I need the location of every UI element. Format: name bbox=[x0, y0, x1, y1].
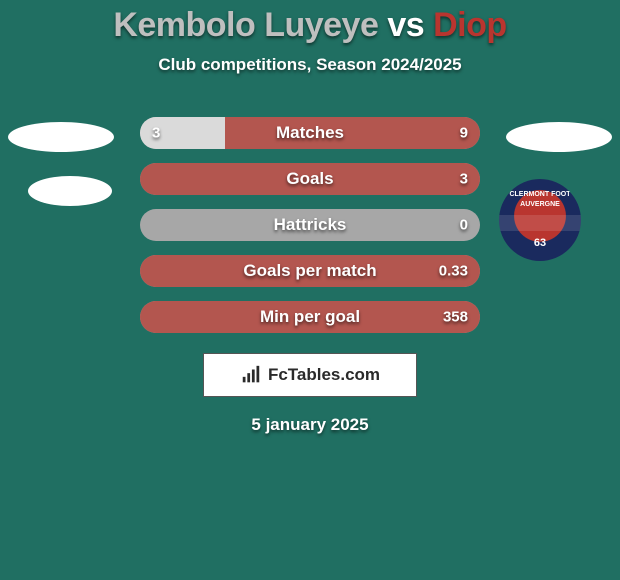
stat-row: Goals3 bbox=[140, 163, 480, 195]
stat-value-right: 358 bbox=[443, 309, 468, 326]
stat-value-right: 3 bbox=[460, 171, 468, 188]
stat-label: Hattricks bbox=[140, 215, 480, 235]
badge-line2: AUVERGNE bbox=[499, 201, 581, 208]
stat-value-right: 0 bbox=[460, 217, 468, 234]
brand-text: FcTables.com bbox=[268, 365, 380, 385]
bar-chart-icon bbox=[240, 364, 262, 386]
stat-label: Matches bbox=[140, 123, 480, 143]
badge-stripe bbox=[499, 215, 581, 231]
content: Kembolo Luyeye vs Diop Club competitions… bbox=[0, 0, 620, 580]
stat-value-left: 3 bbox=[152, 125, 160, 142]
stat-value-right: 9 bbox=[460, 125, 468, 142]
stat-row: Goals per match0.33 bbox=[140, 255, 480, 287]
date-label: 5 january 2025 bbox=[0, 415, 620, 435]
badge-line1: CLERMONT FOOT bbox=[499, 191, 581, 198]
stat-row: Hattricks0 bbox=[140, 209, 480, 241]
club-badge-inner: CLERMONT FOOT AUVERGNE 63 bbox=[499, 179, 581, 261]
subtitle: Club competitions, Season 2024/2025 bbox=[0, 55, 620, 75]
title-left-player: Kembolo Luyeye bbox=[113, 6, 378, 44]
page-title: Kembolo Luyeye vs Diop bbox=[0, 6, 620, 45]
badge-num: 63 bbox=[499, 237, 581, 249]
avatar-left-top bbox=[8, 122, 114, 152]
title-right-player: Diop bbox=[433, 6, 507, 44]
stat-value-right: 0.33 bbox=[439, 263, 468, 280]
stat-label: Goals per match bbox=[140, 261, 480, 281]
stat-label: Goals bbox=[140, 169, 480, 189]
stat-row: Min per goal358 bbox=[140, 301, 480, 333]
brand-box[interactable]: FcTables.com bbox=[203, 353, 417, 397]
avatar-left-small bbox=[28, 176, 112, 206]
stat-label: Min per goal bbox=[140, 307, 480, 327]
title-vs: vs bbox=[387, 6, 424, 44]
club-badge-clermont: CLERMONT FOOT AUVERGNE 63 bbox=[498, 178, 582, 262]
avatar-right-top bbox=[506, 122, 612, 152]
stat-row: Matches3 9 bbox=[140, 117, 480, 149]
